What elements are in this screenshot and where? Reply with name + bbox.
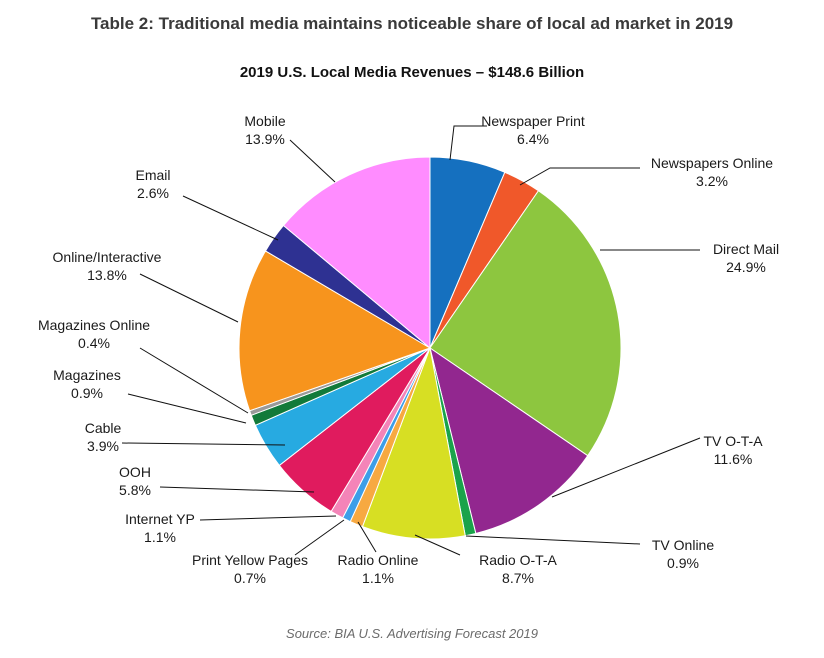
slice-label-newspaper-print: Newspaper Print (481, 113, 585, 129)
leader-line-newspapers-online (519, 167, 640, 186)
leader-line-mobile (289, 139, 336, 183)
slice-label-newspapers-online: Newspapers Online (651, 155, 773, 171)
slice-label-internet-yp: Internet YP (125, 511, 195, 527)
slice-value-tv-online: 0.9% (667, 555, 699, 571)
slice-label-cable: Cable (85, 420, 122, 436)
slice-value-online-interactive: 13.8% (87, 267, 127, 283)
slice-label-radio-o-t-a: Radio O-T-A (479, 552, 557, 568)
leader-line-magazines-online (139, 347, 249, 414)
slice-label-magazines: Magazines (53, 367, 121, 383)
slice-value-print-yellow-pages: 0.7% (234, 570, 266, 586)
leader-line-print-yellow-pages (294, 519, 345, 556)
leader-line-internet-yp (199, 515, 337, 521)
slice-value-magazines: 0.9% (71, 385, 103, 401)
leader-line-radio-online (357, 521, 377, 553)
slice-value-internet-yp: 1.1% (144, 529, 176, 545)
slice-label-online-interactive: Online/Interactive (53, 249, 162, 265)
slice-value-mobile: 13.9% (245, 131, 285, 147)
leader-line-magazines (127, 393, 247, 424)
slice-online-interactive (238, 250, 432, 412)
leader-line-radio-o-t-a (414, 534, 461, 556)
slice-value-ooh: 5.8% (119, 482, 151, 498)
leader-line-online-interactive (139, 273, 239, 323)
slice-value-newspapers-online: 3.2% (696, 173, 728, 189)
slice-value-magazines-online: 0.4% (78, 335, 110, 351)
slice-label-email: Email (135, 167, 170, 183)
slice-tv-o-t-a (429, 346, 589, 535)
leader-line-ooh (159, 486, 315, 493)
leader-line-tv-o-t-a (551, 437, 701, 498)
slice-value-direct-mail: 24.9% (726, 259, 766, 275)
slice-label-radio-online: Radio Online (338, 552, 419, 568)
page-title: Table 2: Traditional media maintains not… (90, 14, 734, 33)
slice-value-newspaper-print: 6.4% (517, 131, 549, 147)
pie-slices (238, 156, 622, 540)
source-note: Source: BIA U.S. Advertising Forecast 20… (286, 626, 538, 641)
slice-label-print-yellow-pages: Print Yellow Pages (192, 552, 308, 568)
leader-lines (121, 125, 701, 556)
slice-value-email: 2.6% (137, 185, 169, 201)
chart-title: 2019 U.S. Local Media Revenues – $148.6 … (239, 64, 585, 81)
slice-label-ooh: OOH (119, 464, 151, 480)
slice-label-tv-o-t-a: TV O-T-A (703, 433, 763, 449)
slice-label-tv-online: TV Online (652, 537, 714, 553)
leader-line-email (182, 195, 279, 241)
slice-label-magazines-online: Magazines Online (38, 317, 150, 333)
slice-direct-mail (429, 190, 622, 457)
slice-value-cable: 3.9% (87, 438, 119, 454)
slice-labels: Newspaper Print 6.4% Newspapers Online 3.2%… (38, 113, 779, 586)
leader-line-newspaper-print (449, 125, 487, 161)
slice-label-mobile: Mobile (244, 113, 285, 129)
slice-value-radio-o-t-a: 8.7% (502, 570, 534, 586)
slice-value-tv-o-t-a: 11.6% (714, 451, 753, 467)
leader-line-cable (121, 442, 286, 446)
leader-line-tv-online (465, 535, 641, 545)
slice-mobile (282, 156, 431, 350)
slice-value-radio-online: 1.1% (362, 570, 394, 586)
slice-label-direct-mail: Direct Mail (713, 241, 779, 257)
slice-radio-o-t-a (361, 346, 466, 540)
